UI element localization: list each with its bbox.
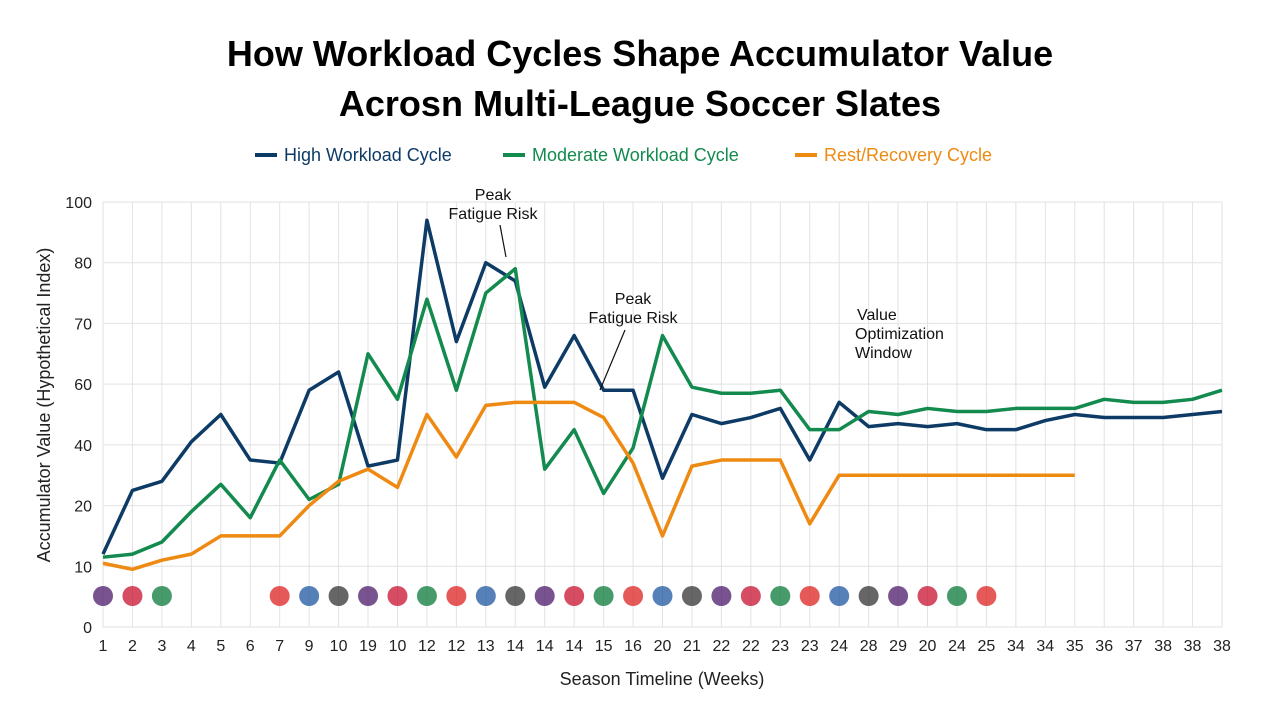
league-badge xyxy=(328,586,349,606)
x-tick-label: 20 xyxy=(919,638,937,655)
x-tick-label: 14 xyxy=(506,638,524,655)
x-tick-label: 16 xyxy=(624,638,642,655)
x-tick-label: 35 xyxy=(1066,638,1084,655)
y-tick-label: 0 xyxy=(83,620,92,637)
x-tick-label: 23 xyxy=(801,638,819,655)
league-badge xyxy=(711,586,732,606)
legend-label: High Workload Cycle xyxy=(284,145,452,165)
x-tick-label: 38 xyxy=(1213,638,1231,655)
league-badge xyxy=(534,586,555,606)
league-badge xyxy=(122,586,143,606)
league-badge xyxy=(475,586,496,606)
y-tick-label: 40 xyxy=(74,438,92,455)
x-tick-label: 34 xyxy=(1036,638,1054,655)
annotation-arrow xyxy=(599,329,626,391)
x-tick-label: 28 xyxy=(860,638,878,655)
league-badge xyxy=(299,586,320,606)
y-tick-label: 70 xyxy=(74,316,92,333)
x-tick-label: 15 xyxy=(595,638,613,655)
league-badge xyxy=(593,586,614,606)
annotation: Peak xyxy=(615,291,652,308)
x-tick-label: 2 xyxy=(128,638,137,655)
x-tick-label: 10 xyxy=(330,638,348,655)
league-badge xyxy=(829,586,850,606)
league-badge xyxy=(416,586,437,606)
x-tick-label: 29 xyxy=(889,638,907,655)
league-badge xyxy=(946,586,967,606)
x-tick-label: 34 xyxy=(1007,638,1025,655)
y-tick-label: 10 xyxy=(74,559,92,576)
x-tick-label: 24 xyxy=(948,638,966,655)
league-badge xyxy=(358,586,379,606)
league-badge xyxy=(976,586,997,606)
series-line xyxy=(101,218,1223,555)
x-tick-label: 9 xyxy=(305,638,314,655)
x-tick-label: 24 xyxy=(830,638,848,655)
y-tick-label: 100 xyxy=(65,195,92,212)
x-axis-label: Season Timeline (Weeks) xyxy=(560,669,765,689)
x-tick-label: 10 xyxy=(389,638,407,655)
x-tick-label: 22 xyxy=(712,638,730,655)
series-line xyxy=(102,400,1075,572)
league-badge xyxy=(770,586,791,606)
x-tick-label: 19 xyxy=(359,638,377,655)
league-badge xyxy=(151,586,172,606)
legend-label: Moderate Workload Cycle xyxy=(532,145,739,165)
annotation-arrow xyxy=(499,224,507,258)
league-badge xyxy=(505,586,526,606)
x-tick-label: 6 xyxy=(246,638,255,655)
league-badge xyxy=(387,586,408,606)
league-badge xyxy=(917,586,938,606)
annotation: Fatigue Risk xyxy=(589,310,679,327)
series-line xyxy=(102,267,1223,559)
x-tick-label: 38 xyxy=(1154,638,1172,655)
annotation: Fatigue Risk xyxy=(449,206,539,223)
league-badge xyxy=(888,586,909,606)
chart-title: How Workload Cycles Shape Accumulator Va… xyxy=(227,33,1053,74)
x-tick-label: 3 xyxy=(157,638,166,655)
league-badge xyxy=(681,586,702,606)
x-tick-label: 38 xyxy=(1184,638,1202,655)
x-tick-label: 13 xyxy=(477,638,495,655)
league-badge xyxy=(740,586,761,606)
x-tick-label: 21 xyxy=(683,638,701,655)
x-tick-label: 20 xyxy=(654,638,672,655)
x-tick-label: 12 xyxy=(447,638,465,655)
x-tick-label: 12 xyxy=(418,638,436,655)
y-tick-label: 20 xyxy=(74,499,92,516)
x-tick-label: 14 xyxy=(565,638,583,655)
x-tick-label: 37 xyxy=(1125,638,1143,655)
x-tick-label: 25 xyxy=(978,638,996,655)
y-tick-label: 60 xyxy=(74,377,92,394)
league-badge xyxy=(269,586,290,606)
x-tick-label: 1 xyxy=(99,638,108,655)
league-badge xyxy=(858,586,879,606)
x-tick-label: 4 xyxy=(187,638,196,655)
x-tick-label: 36 xyxy=(1095,638,1113,655)
league-badge xyxy=(93,586,113,606)
x-tick-label: 23 xyxy=(771,638,789,655)
annotation: Optimization xyxy=(855,326,944,343)
annotation: Peak xyxy=(475,187,512,204)
y-axis-label: Accumulator Value (Hypothetical Index) xyxy=(34,248,54,563)
x-tick-label: 7 xyxy=(275,638,284,655)
annotation: Value xyxy=(857,307,897,324)
league-badge xyxy=(799,586,820,606)
league-badge xyxy=(564,586,585,606)
annotation: Window xyxy=(855,345,912,362)
x-tick-label: 14 xyxy=(536,638,554,655)
legend-label: Rest/Recovery Cycle xyxy=(824,145,992,165)
league-badge xyxy=(446,586,467,606)
y-tick-label: 80 xyxy=(74,256,92,273)
chart-title: Acrosn Multi-League Soccer Slates xyxy=(339,83,941,124)
league-badge xyxy=(652,586,673,606)
x-tick-label: 22 xyxy=(742,638,760,655)
league-badge xyxy=(623,586,644,606)
x-tick-label: 5 xyxy=(216,638,225,655)
